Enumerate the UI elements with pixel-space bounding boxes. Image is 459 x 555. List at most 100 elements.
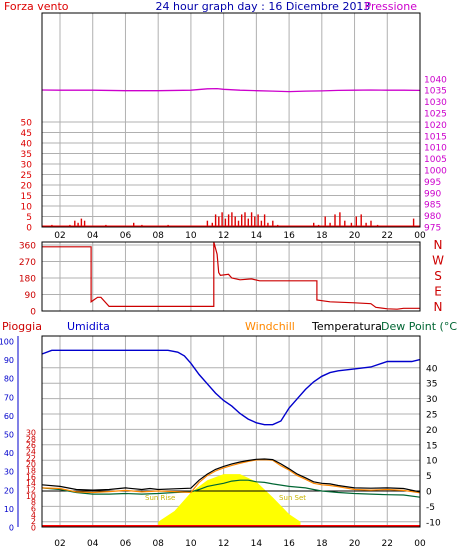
wind-bar [237, 220, 240, 227]
rain-tick-label: 2 [31, 517, 36, 526]
wind-bar [250, 212, 253, 227]
temperature-label: Temperatura [311, 320, 382, 333]
wind-tick-label: 25 [21, 171, 32, 181]
windchill-label: Windchill [245, 320, 295, 333]
temperature-tick-label: 10 [426, 457, 438, 467]
panel1-time-tick-label: 20 [349, 231, 361, 241]
panel3-time-tick-label: 02 [54, 539, 65, 549]
panel3-time-tick-label: 12 [218, 539, 229, 549]
wind-bar [370, 220, 372, 227]
rain-tick-label: 10 [26, 492, 36, 501]
wind-bar [206, 220, 209, 227]
humidity-tick-label: 50 [4, 431, 14, 440]
pressure-tick-label: 990 [424, 189, 441, 199]
panel3-time-tick-label: 04 [87, 539, 99, 549]
wind-bar [272, 220, 274, 227]
rain-tick-label: 28 [26, 435, 36, 444]
rain-tick-label: 16 [26, 473, 36, 482]
humidity-tick-label: 60 [4, 412, 14, 421]
wind-bar [263, 214, 266, 227]
panel1-time-tick-label: 04 [87, 231, 99, 241]
wind-tick-label: 45 [21, 129, 32, 139]
wind-bar [313, 222, 315, 227]
rain-tick-label: 22 [26, 454, 36, 463]
panel1-time-tick-label: 10 [185, 231, 197, 241]
wind-bar [267, 222, 269, 227]
panel1-time-tick-label: 06 [120, 231, 132, 241]
panel3-time-tick-label: 16 [283, 539, 295, 549]
direction-tick-label: 90 [25, 291, 37, 301]
pressure-tick-label: 1025 [424, 110, 447, 120]
wind-bar [214, 214, 217, 227]
temperature-tick-label: -5 [426, 503, 435, 513]
wind-bar [360, 214, 362, 227]
panel2-frame [41, 241, 421, 312]
wind-tick-label: 0 [26, 224, 32, 234]
wind-bar [77, 222, 79, 227]
humidity-line [41, 349, 421, 426]
wind-bar [133, 222, 135, 227]
wind-bar [221, 212, 223, 227]
compass-label: E [434, 285, 442, 299]
wind-bar [218, 216, 220, 227]
wind-bar [355, 216, 357, 227]
wind-bar [83, 220, 86, 227]
sun-elevation-area [158, 474, 301, 527]
rain-tick-label: 18 [26, 467, 36, 476]
humidity-tick-label: 70 [4, 393, 14, 402]
wind-bar [227, 214, 230, 227]
panel1-time-tick-label: 12 [218, 231, 229, 241]
rain-tick-label: 12 [26, 486, 36, 495]
wind-bar [80, 218, 83, 227]
panel3-frame [41, 335, 421, 528]
panel1-time-tick-label: 18 [316, 231, 328, 241]
sun-set-label: Sun Set [279, 494, 306, 502]
temperature-tick-label: 15 [426, 441, 437, 451]
panel1-time-tick-label: 00 [414, 231, 426, 241]
wind-bar [254, 216, 256, 227]
panel1-frame [41, 12, 421, 228]
wind-tick-label: 40 [21, 140, 33, 150]
wind-bar [247, 218, 249, 227]
panel1-time-tick-label: 08 [152, 231, 164, 241]
rain-tick-label: 0 [31, 524, 36, 533]
pressure-tick-label: 985 [424, 201, 441, 211]
pressure-tick-label: 975 [424, 224, 441, 234]
panel1-time-tick-label: 16 [283, 231, 295, 241]
wind-bar [74, 220, 76, 227]
wind-bar [231, 212, 233, 227]
pressure-line [41, 87, 421, 93]
pressure-tick-label: 1040 [424, 75, 447, 85]
humidity-tick-label: 100 [0, 338, 14, 347]
humidity-tick-label: 40 [4, 449, 14, 458]
wind-tick-label: 10 [21, 203, 33, 213]
pressure-axis-title: Pressione [365, 0, 418, 13]
rain-tick-label: 20 [26, 460, 36, 469]
wind-bar [211, 222, 213, 227]
sun-rise-label: Sun Rise [145, 494, 175, 502]
temperature-tick-label: 30 [426, 395, 438, 405]
humidity-tick-label: 0 [9, 524, 14, 533]
pressure-tick-label: 1010 [424, 144, 447, 154]
temperature-tick-label: 40 [426, 364, 438, 374]
wind-bar [334, 214, 336, 227]
wind-bar [224, 218, 227, 227]
compass-label: N [434, 300, 443, 314]
compass-label: W [432, 254, 444, 268]
wind-bar [241, 214, 243, 227]
panel1-time-tick-label: 02 [54, 231, 65, 241]
rain-tick-label: 30 [26, 429, 36, 438]
wind-direction-line [42, 241, 420, 310]
panel3-time-tick-label: 14 [251, 539, 263, 549]
temperature-tick-label: 5 [426, 472, 432, 482]
rain-tick-label: 14 [26, 479, 36, 488]
humidity-tick-label: 30 [4, 468, 14, 477]
direction-tick-label: 180 [19, 275, 36, 285]
wind-tick-label: 50 [21, 119, 33, 129]
pressure-tick-label: 1020 [424, 121, 447, 131]
panel3-time-tick-label: 22 [382, 539, 393, 549]
rain-tick-label: 8 [31, 498, 36, 507]
rain-tick-label: 4 [31, 511, 36, 520]
